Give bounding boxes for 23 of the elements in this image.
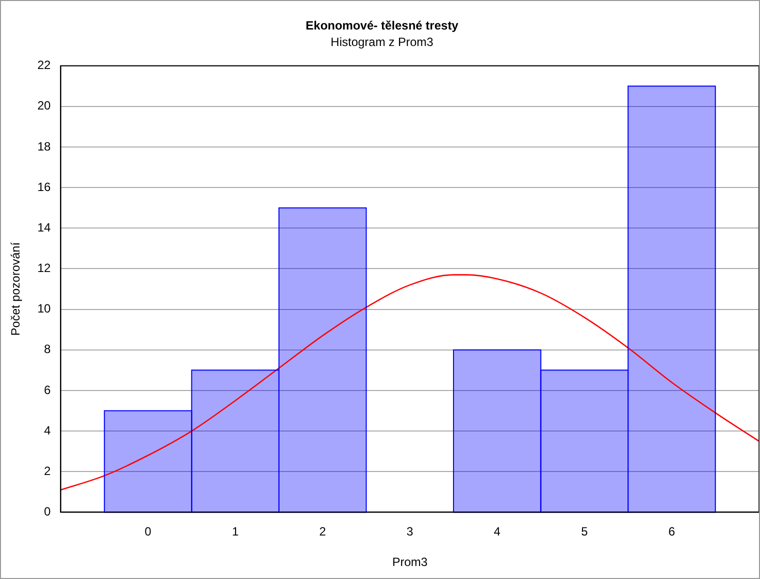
x-tick-label: 6: [668, 524, 676, 539]
y-tick-label: 18: [37, 139, 52, 154]
y-tick-label: 0: [44, 504, 52, 519]
y-tick-label: 8: [44, 342, 52, 356]
y-tick-label: 4: [44, 423, 52, 438]
y-tick-label: 20: [37, 98, 52, 113]
y-tick-label: 2: [44, 464, 52, 478]
x-axis-title: Prom3: [392, 555, 428, 570]
x-tick-label: 3: [406, 524, 414, 539]
y-tick-label: 6: [44, 382, 52, 397]
y-tick-label: 14: [37, 220, 52, 234]
x-tick-label: 1: [232, 524, 239, 539]
x-tick-label: 0: [144, 524, 152, 539]
x-tick-label: 5: [581, 524, 588, 539]
y-tick-label: 12: [37, 261, 52, 276]
chart-title: Ekonomové- tělesné tresty: [306, 18, 459, 33]
y-tick-label: 10: [37, 302, 52, 316]
x-tick-label: 2: [319, 524, 326, 539]
y-tick-label: 22: [37, 58, 52, 72]
y-tick-label: 16: [37, 180, 52, 194]
y-axis-title: Počet pozorování: [8, 242, 23, 336]
chart-subtitle: Histogram z Prom3: [330, 34, 434, 49]
x-tick-label: 4: [494, 524, 501, 539]
